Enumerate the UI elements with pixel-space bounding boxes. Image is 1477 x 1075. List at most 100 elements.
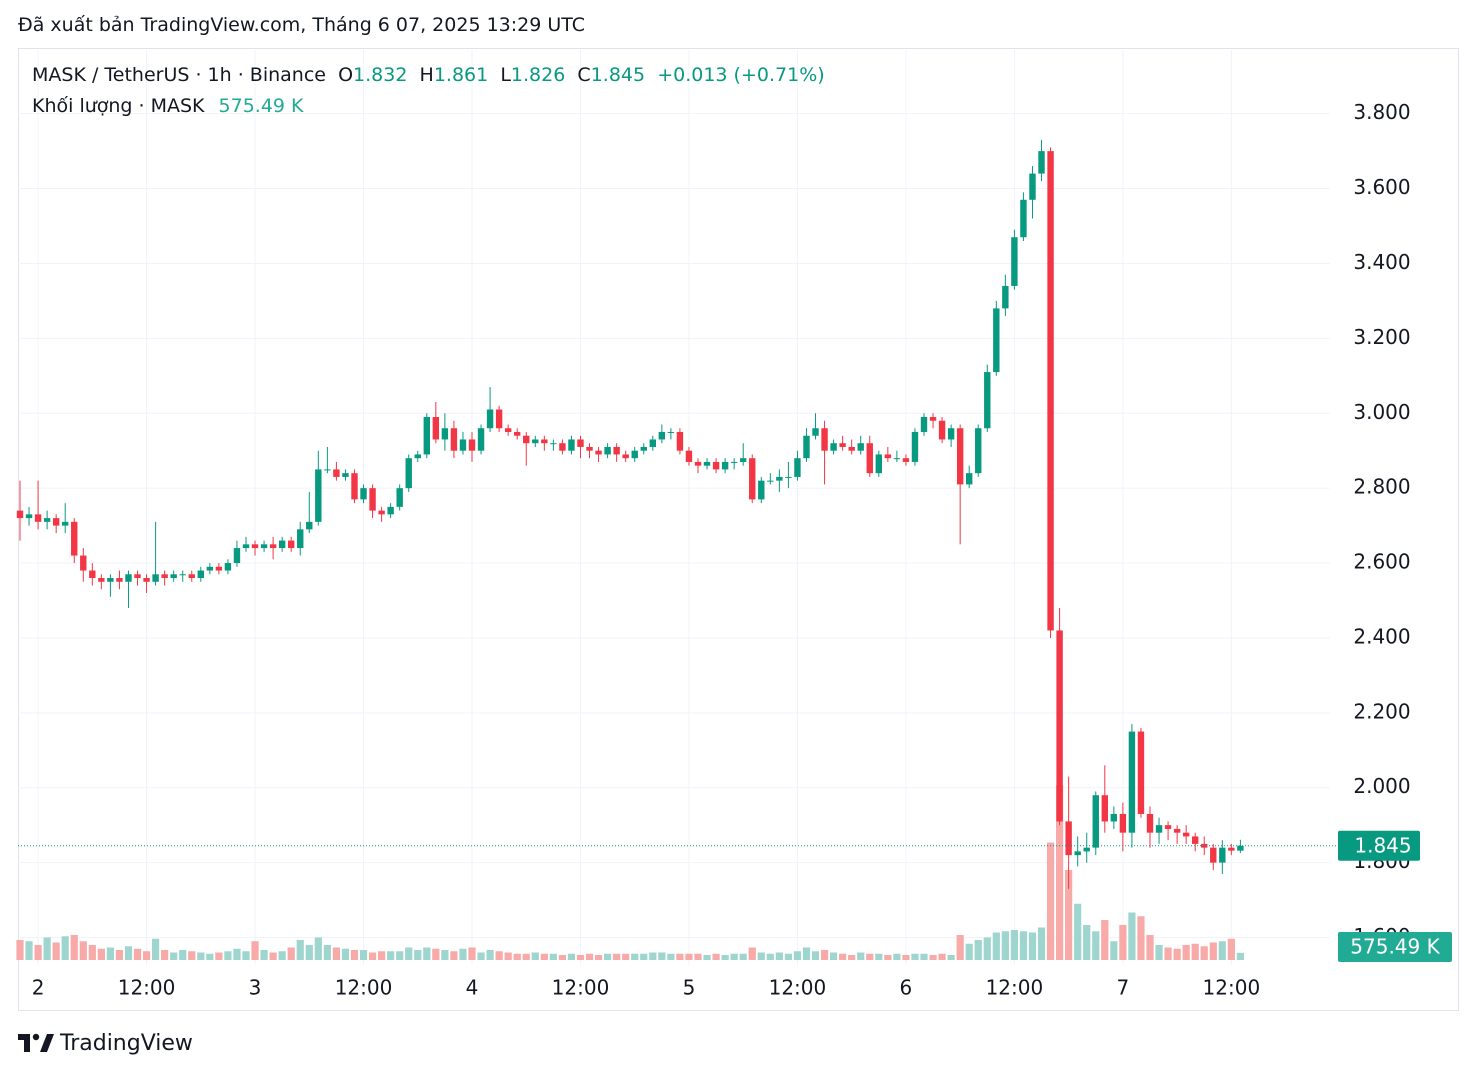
volume-bar	[133, 948, 142, 960]
volume-bar	[902, 955, 910, 960]
candle-body	[432, 416, 440, 440]
volume-bar	[884, 955, 892, 960]
volume-bar	[766, 953, 774, 960]
candle-body	[1092, 795, 1099, 848]
candle-body	[812, 428, 819, 436]
candle-body	[1155, 825, 1163, 833]
volume-bar	[857, 952, 865, 960]
volume-bar	[16, 940, 24, 960]
y-tick-label: 3.200	[1353, 325, 1410, 349]
volume-bar	[1001, 931, 1009, 960]
candle-body	[1210, 847, 1217, 863]
volume-bar	[1164, 947, 1172, 960]
y-tick-label: 2.800	[1353, 475, 1410, 499]
volume-bar	[1173, 948, 1181, 960]
volume-bar	[1155, 945, 1163, 960]
x-tick-label: 7	[1117, 976, 1130, 1000]
volume-bar	[468, 947, 476, 960]
volume-bar	[929, 955, 937, 960]
volume-bar	[721, 955, 729, 960]
volume-bar	[305, 945, 313, 960]
x-tick-label: 6	[900, 976, 913, 1000]
candle-body	[378, 510, 385, 515]
candle-body	[956, 428, 964, 485]
volume-bar	[142, 951, 151, 960]
candle-body	[884, 454, 892, 459]
candle-body	[405, 458, 412, 489]
volume-bar	[378, 951, 386, 960]
volume-bar	[1037, 927, 1046, 960]
price-label: 1.845	[1354, 833, 1411, 857]
volume-bar	[839, 953, 847, 960]
candle-body	[342, 473, 349, 477]
volume-bar	[332, 947, 340, 960]
volume-bar	[703, 955, 711, 960]
candle-body	[902, 458, 910, 462]
candle-body	[749, 458, 756, 500]
x-tick-label: 12:00	[769, 976, 827, 1000]
x-tick-label: 5	[683, 976, 696, 1000]
y-tick-label: 2.600	[1353, 550, 1410, 574]
volume-bar	[260, 950, 268, 960]
candle-body	[911, 431, 919, 462]
volume-bar	[350, 950, 359, 960]
candle-body	[98, 578, 105, 582]
volume-bar	[414, 950, 422, 960]
candle-body	[975, 428, 982, 474]
volume-bar	[549, 953, 557, 960]
volume-bar	[224, 951, 232, 960]
candle-body	[559, 443, 566, 451]
volume-bar	[613, 953, 621, 960]
candle-body	[242, 544, 250, 549]
volume-bar	[34, 945, 42, 960]
volume-bar	[522, 953, 530, 960]
volume-bar	[1209, 942, 1217, 960]
volume-bar	[287, 947, 295, 960]
volume-bar	[43, 937, 51, 960]
candle-body	[1002, 285, 1009, 309]
candle-body	[586, 446, 593, 451]
volume-bar	[1182, 945, 1190, 960]
volume-bar	[802, 947, 811, 960]
candle-body	[667, 431, 675, 433]
volume-bar	[875, 953, 883, 960]
ohlc-value: 1.845	[590, 64, 646, 86]
candle-body	[1065, 821, 1072, 856]
candle-body	[324, 469, 331, 471]
candle-body	[848, 446, 855, 451]
volume-bar	[893, 953, 901, 960]
volume-bar	[197, 952, 205, 960]
symbol: MASK / TetherUS · 1h · Binance	[32, 64, 326, 86]
volume-bar	[694, 953, 702, 960]
published-note: Đã xuất bản TradingView.com, Tháng 6 07,…	[18, 14, 586, 36]
volume-bar	[920, 953, 928, 960]
volume-bar	[52, 942, 60, 960]
candle-body	[269, 544, 277, 549]
candle-body	[1011, 237, 1018, 286]
candle-body	[152, 574, 159, 582]
volume-bar	[179, 950, 187, 960]
candle-body	[197, 570, 204, 579]
candle-body	[215, 566, 223, 571]
volume-legend: Khối lượng · MASK 575.49 K	[32, 95, 304, 117]
volume-bar	[106, 947, 114, 960]
volume-bar	[115, 950, 124, 960]
candle-body	[1128, 731, 1136, 833]
candle-body	[224, 563, 232, 571]
candle-body	[712, 461, 720, 470]
candle-body	[125, 574, 132, 582]
volume-label-box	[1338, 932, 1452, 962]
volume-bar	[359, 950, 368, 960]
ohlc-letter: L	[500, 64, 511, 86]
volume-bar	[423, 947, 431, 960]
volume-bar	[70, 935, 78, 960]
volume-bar	[1065, 870, 1073, 960]
candle-body	[694, 461, 702, 466]
candle-body	[504, 428, 512, 432]
candle-body	[1137, 731, 1145, 814]
volume-bar	[1019, 931, 1028, 960]
candle-body	[947, 428, 955, 440]
volume-bar	[1110, 941, 1118, 960]
candle-body	[966, 473, 973, 485]
